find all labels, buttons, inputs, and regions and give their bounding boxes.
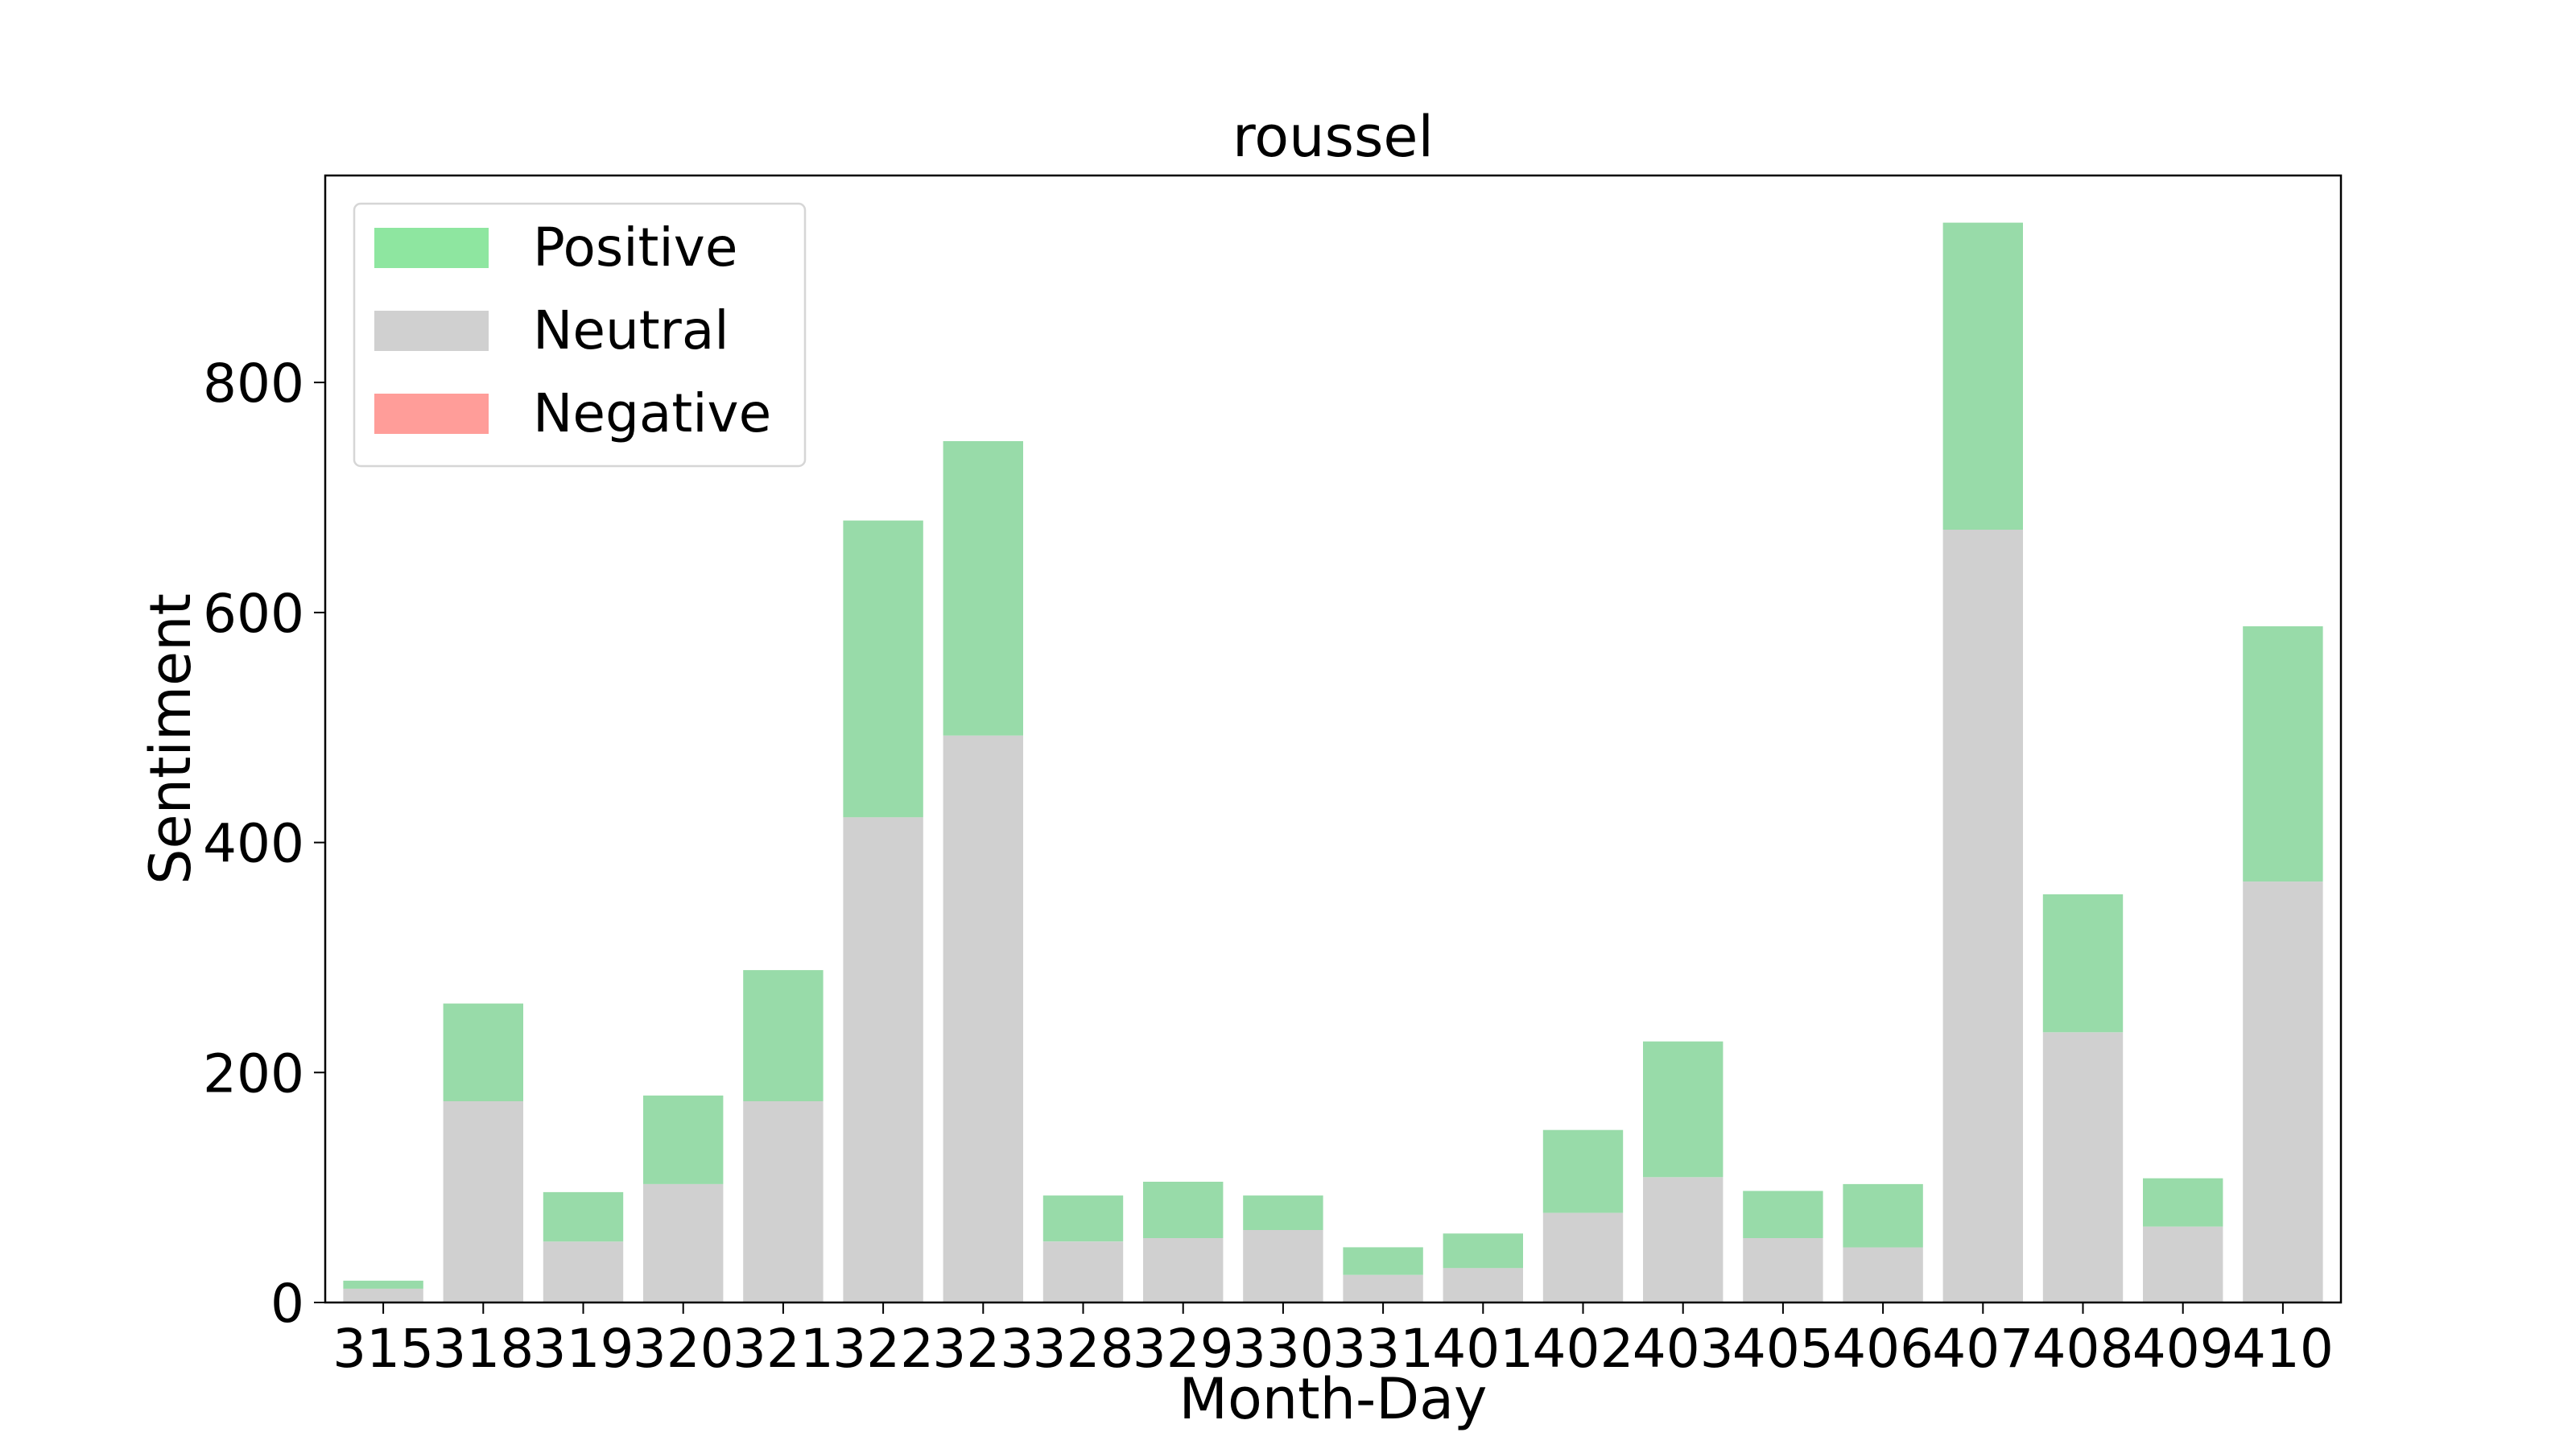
bar-neutral-409 bbox=[2143, 1226, 2223, 1302]
bar-neutral-318 bbox=[443, 1101, 523, 1302]
x-axis-label: Month-Day bbox=[1179, 1366, 1488, 1432]
chart-title: roussel bbox=[1232, 104, 1434, 170]
bar-positive-328 bbox=[1042, 1195, 1124, 1242]
bar-neutral-321 bbox=[743, 1101, 824, 1302]
bar-positive-330 bbox=[1243, 1195, 1323, 1230]
bar-positive-318 bbox=[443, 1003, 523, 1101]
legend-swatch-negative bbox=[374, 394, 489, 434]
bar-neutral-407 bbox=[1942, 530, 2023, 1302]
x-tick-label-407: 407 bbox=[1932, 1318, 2033, 1380]
bar-positive-405 bbox=[1743, 1191, 1823, 1238]
x-tick-label-322: 322 bbox=[832, 1318, 934, 1380]
bar-positive-320 bbox=[643, 1095, 724, 1184]
bar-neutral-323 bbox=[943, 735, 1023, 1302]
x-tick-label-331: 331 bbox=[1332, 1318, 1434, 1380]
x-tick-label-401: 401 bbox=[1432, 1318, 1534, 1380]
bar-neutral-330 bbox=[1243, 1230, 1323, 1302]
bar-positive-401 bbox=[1443, 1233, 1523, 1269]
bar-positive-329 bbox=[1143, 1182, 1224, 1238]
x-tick-label-318: 318 bbox=[432, 1318, 534, 1380]
x-axis-ticks: 3153183193203213223233283293303314014024… bbox=[332, 1302, 2334, 1380]
bar-positive-319 bbox=[543, 1191, 624, 1242]
bar-positive-403 bbox=[1643, 1041, 1724, 1178]
x-tick-label-315: 315 bbox=[332, 1318, 434, 1380]
y-axis-label: Sentiment bbox=[138, 593, 204, 885]
bar-positive-409 bbox=[2143, 1178, 2223, 1227]
x-tick-label-409: 409 bbox=[2132, 1318, 2234, 1380]
bar-positive-407 bbox=[1942, 222, 2023, 530]
x-tick-label-320: 320 bbox=[633, 1318, 734, 1380]
bar-neutral-328 bbox=[1042, 1241, 1124, 1302]
legend-label-negative: Negative bbox=[533, 382, 771, 444]
legend-label-neutral: Neutral bbox=[533, 299, 729, 361]
bar-neutral-408 bbox=[2042, 1032, 2124, 1302]
x-tick-label-328: 328 bbox=[1033, 1318, 1134, 1380]
bar-neutral-320 bbox=[643, 1183, 724, 1302]
x-tick-label-405: 405 bbox=[1732, 1318, 1834, 1380]
y-tick-label-400: 400 bbox=[203, 813, 304, 875]
legend-swatch-positive bbox=[374, 228, 489, 268]
x-tick-label-402: 402 bbox=[1533, 1318, 1634, 1380]
x-tick-label-329: 329 bbox=[1133, 1318, 1234, 1380]
bar-neutral-315 bbox=[343, 1288, 423, 1302]
bar-neutral-403 bbox=[1643, 1177, 1724, 1302]
x-tick-label-410: 410 bbox=[2232, 1318, 2334, 1380]
y-axis-ticks: 0 200 400 600 800 bbox=[203, 353, 325, 1335]
bar-positive-315 bbox=[343, 1280, 423, 1289]
x-tick-label-406: 406 bbox=[1832, 1318, 1934, 1380]
legend-label-positive: Positive bbox=[533, 217, 737, 279]
y-tick-label-800: 800 bbox=[203, 353, 304, 415]
bar-neutral-405 bbox=[1743, 1238, 1823, 1302]
x-tick-label-330: 330 bbox=[1232, 1318, 1334, 1380]
y-tick-label-600: 600 bbox=[203, 583, 304, 645]
legend-swatch-neutral bbox=[374, 311, 489, 351]
x-tick-label-403: 403 bbox=[1633, 1318, 1734, 1380]
legend: Positive Neutral Negative bbox=[353, 202, 807, 468]
bar-positive-408 bbox=[2042, 894, 2124, 1033]
bar-positive-331 bbox=[1343, 1247, 1423, 1275]
x-tick-label-408: 408 bbox=[2033, 1318, 2134, 1380]
y-tick-label-200: 200 bbox=[203, 1042, 304, 1104]
bar-neutral-401 bbox=[1443, 1268, 1523, 1302]
bar-positive-402 bbox=[1542, 1129, 1624, 1213]
bar-neutral-322 bbox=[843, 817, 923, 1302]
bar-positive-406 bbox=[1843, 1183, 1923, 1248]
y-tick-label-0: 0 bbox=[270, 1273, 304, 1335]
bar-neutral-406 bbox=[1843, 1247, 1923, 1302]
bar-positive-323 bbox=[943, 441, 1023, 736]
bar-positive-321 bbox=[743, 970, 824, 1101]
bar-positive-410 bbox=[2243, 626, 2323, 882]
bar-neutral-402 bbox=[1542, 1212, 1624, 1302]
x-tick-label-319: 319 bbox=[533, 1318, 634, 1380]
bars-layer bbox=[343, 222, 2323, 1302]
x-tick-label-323: 323 bbox=[932, 1318, 1034, 1380]
bar-positive-322 bbox=[843, 520, 923, 818]
bar-neutral-331 bbox=[1343, 1274, 1423, 1302]
x-tick-label-321: 321 bbox=[733, 1318, 834, 1380]
bar-neutral-329 bbox=[1143, 1238, 1224, 1302]
bar-neutral-410 bbox=[2243, 881, 2323, 1302]
plot-frame bbox=[324, 174, 2343, 1304]
bar-neutral-319 bbox=[543, 1241, 624, 1302]
